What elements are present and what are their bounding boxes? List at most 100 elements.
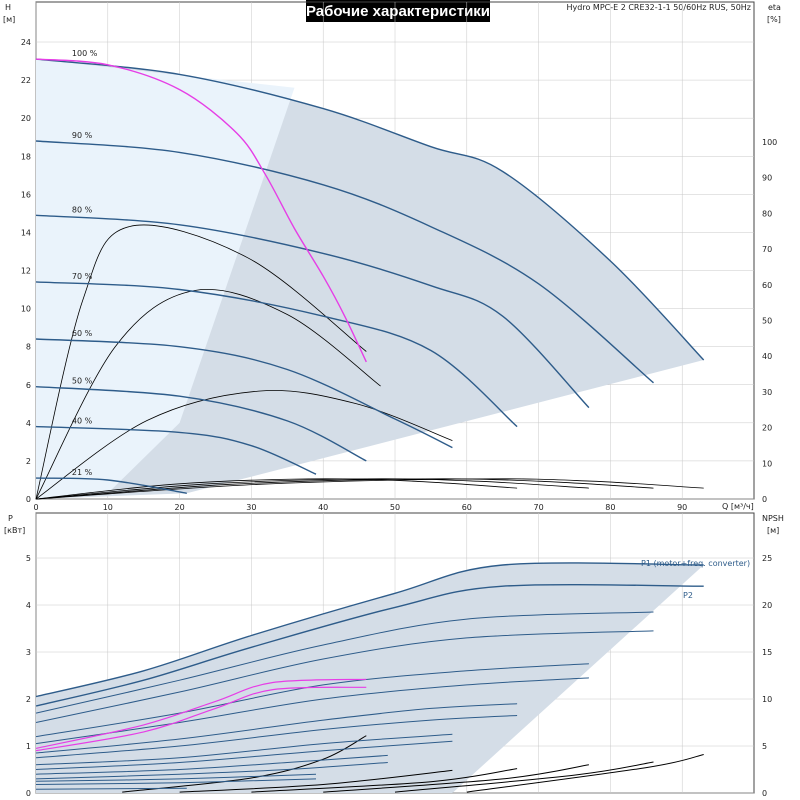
npsh-tick-label: 5 bbox=[762, 742, 767, 751]
flow-tick-label: 0 bbox=[33, 503, 38, 512]
head-tick-label: 14 bbox=[21, 228, 31, 237]
power-curves bbox=[35, 562, 704, 790]
npsh-curve bbox=[179, 769, 453, 793]
eta-tick-label: 30 bbox=[762, 388, 772, 397]
eta-tick-label: 50 bbox=[762, 317, 772, 326]
eta-tick-label: 0 bbox=[762, 495, 767, 504]
npsh-curve bbox=[466, 754, 704, 793]
power-tick-label: 5 bbox=[26, 554, 31, 563]
power-tick-label: 1 bbox=[26, 742, 31, 751]
speed-label: 21 % bbox=[72, 468, 93, 477]
head-tick-label: 4 bbox=[26, 419, 31, 428]
flow-tick-label: 50 bbox=[390, 503, 400, 512]
npsh-tick-label: 10 bbox=[762, 695, 772, 704]
speed-curve bbox=[35, 386, 367, 462]
head-tick-label: 20 bbox=[21, 114, 31, 123]
npsh-tick-label: 25 bbox=[762, 554, 772, 563]
chart-title: Рабочие характеристики bbox=[306, 3, 490, 20]
efficiency-curve bbox=[35, 478, 704, 500]
power-axis-unit: [кВт] bbox=[4, 526, 25, 535]
eta-tick-label: 80 bbox=[762, 209, 772, 218]
legend-p2: P2 bbox=[683, 591, 693, 600]
bep-line bbox=[35, 58, 367, 363]
efficiency-curve bbox=[35, 478, 518, 500]
power-curve bbox=[35, 773, 317, 782]
power-tick-label: 2 bbox=[26, 695, 31, 704]
power-bep-curve bbox=[35, 678, 367, 749]
head-tick-label: 12 bbox=[21, 267, 31, 276]
power-main-curve bbox=[35, 583, 704, 707]
chart-title-box: Рабочие характеристики bbox=[306, 0, 490, 22]
speed-curve bbox=[35, 338, 453, 449]
power-axis-label: P bbox=[8, 514, 13, 523]
best-efficiency-line bbox=[35, 58, 367, 363]
power-main-curve bbox=[35, 562, 704, 698]
head-axis-label: H bbox=[5, 3, 11, 12]
power-bep-lines bbox=[35, 678, 367, 752]
npsh-tick-label: 20 bbox=[762, 601, 772, 610]
head-tick-label: 8 bbox=[26, 343, 31, 352]
head-tick-label: 18 bbox=[21, 152, 31, 161]
head-tick-label: 22 bbox=[21, 76, 31, 85]
head-axis-unit: [м] bbox=[3, 15, 15, 24]
flow-tick-label: 70 bbox=[534, 503, 544, 512]
flow-tick-label: 10 bbox=[103, 503, 113, 512]
head-ticks: 0246810121416182022240102030405060708090… bbox=[21, 38, 777, 512]
npsh-axis-unit: [м] bbox=[767, 526, 779, 535]
flow-tick-label: 60 bbox=[462, 503, 472, 512]
eta-tick-label: 100 bbox=[762, 138, 777, 147]
power-plot: 0 1 2 3 4 5 0 5 10 15 20 25 P [кВт] NPSH [м] P1 (mo… bbox=[4, 512, 784, 798]
npsh-tick-label: 15 bbox=[762, 648, 772, 657]
efficiency-curve bbox=[35, 478, 589, 500]
power-curve bbox=[35, 754, 388, 775]
speed-label: 80 % bbox=[72, 205, 93, 214]
eta-tick-label: 60 bbox=[762, 281, 772, 290]
head-operating-area bbox=[36, 59, 704, 499]
head-tick-label: 0 bbox=[26, 495, 31, 504]
npsh-curve bbox=[251, 768, 518, 793]
speed-label: 60 % bbox=[72, 329, 93, 338]
flow-axis-label: Q [м³/ч] bbox=[722, 502, 754, 511]
power-curve bbox=[35, 703, 518, 754]
power-curve bbox=[35, 778, 317, 785]
head-light-area-fill bbox=[36, 59, 295, 499]
power-curve bbox=[35, 663, 589, 738]
speed-curve bbox=[35, 140, 654, 384]
speed-label: 50 % bbox=[72, 377, 93, 386]
speed-curve bbox=[35, 214, 590, 409]
speed-curve bbox=[35, 281, 518, 428]
power-curve bbox=[35, 677, 589, 745]
speed-label: 70 % bbox=[72, 272, 93, 281]
power-curve bbox=[35, 762, 388, 780]
efficiency-curves bbox=[35, 224, 704, 500]
flow-tick-label: 90 bbox=[677, 503, 687, 512]
head-tick-label: 16 bbox=[21, 190, 31, 199]
model-name: Hydro MPC-E 2 CRE32-1-1 50/60Hz RUS, 50H… bbox=[567, 3, 751, 12]
power-curve bbox=[35, 611, 654, 714]
power-curve bbox=[35, 740, 453, 770]
speed-curve bbox=[35, 425, 317, 475]
speed-curve bbox=[35, 58, 705, 361]
efficiency-curve bbox=[35, 224, 367, 500]
npsh-axis-label: NPSH bbox=[762, 514, 784, 523]
speed-label: 40 % bbox=[72, 417, 93, 426]
eta-tick-label: 40 bbox=[762, 352, 772, 361]
power-curve bbox=[35, 787, 187, 790]
eta-tick-label: 10 bbox=[762, 459, 772, 468]
power-ticks: 0 1 2 3 4 5 0 5 10 15 20 25 bbox=[26, 554, 772, 798]
npsh-curve bbox=[394, 761, 654, 793]
speed-label: 100 % bbox=[72, 49, 98, 58]
eta-axis-label: eta bbox=[768, 3, 781, 12]
head-tick-label: 24 bbox=[21, 38, 31, 47]
eta-tick-label: 70 bbox=[762, 245, 772, 254]
power-curve bbox=[35, 733, 453, 766]
eta-axis-unit: [%] bbox=[767, 15, 781, 24]
power-tick-label: 0 bbox=[26, 789, 31, 798]
flow-tick-label: 40 bbox=[318, 503, 328, 512]
efficiency-curve bbox=[35, 390, 453, 500]
flow-tick-label: 80 bbox=[605, 503, 615, 512]
head-tick-label: 6 bbox=[26, 381, 31, 390]
legend-p1: P1 (motor+freq. converter) bbox=[641, 559, 750, 568]
power-tick-label: 4 bbox=[26, 601, 31, 610]
